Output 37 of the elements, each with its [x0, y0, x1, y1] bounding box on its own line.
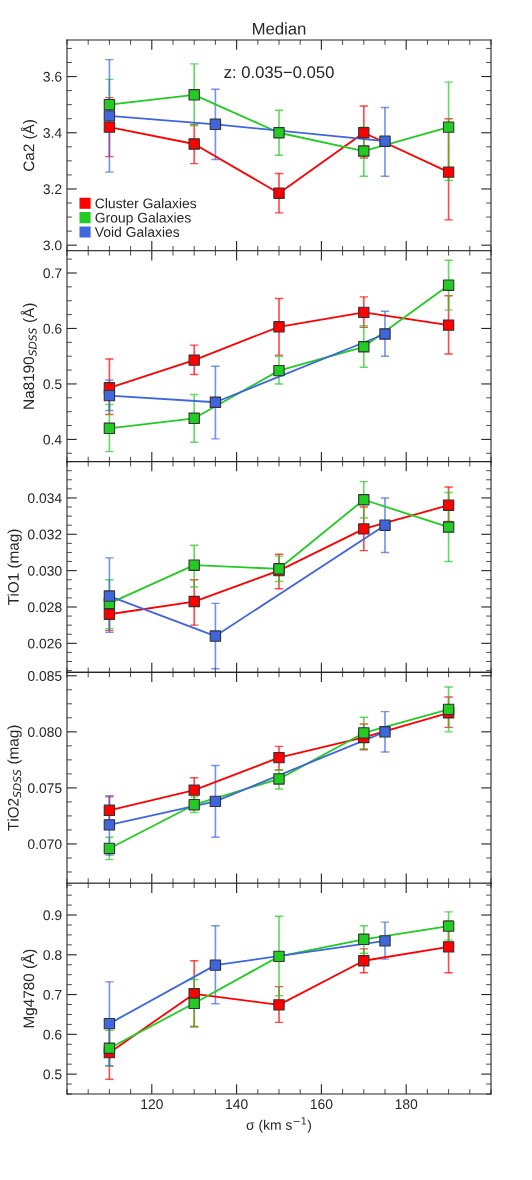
- y-axis-title: Ca2 (Å): [20, 120, 38, 171]
- x-tick-label: 140: [226, 1099, 248, 1110]
- y-tick-label: 0.034: [27, 493, 62, 504]
- legend-label: Void Galaxies: [94, 226, 180, 237]
- y-tick-label: 0.070: [27, 839, 62, 850]
- y-tick-label: 0.6: [43, 323, 62, 334]
- y-tick-label: 0.032: [27, 529, 62, 540]
- y-tick-label: 0.080: [27, 727, 62, 737]
- y-tick-label: 0.030: [27, 565, 62, 576]
- y-tick-label: 0.5: [43, 379, 62, 390]
- y-tick-label: 0.085: [27, 671, 62, 681]
- chart-title: Median: [253, 22, 306, 35]
- y-tick-label: 0.7: [43, 989, 62, 1000]
- y-tick-label: 0.026: [27, 638, 62, 649]
- x-tick-label: 120: [141, 1099, 163, 1110]
- x-axis-title: σ (km s$^{−1}$): [246, 1117, 311, 1133]
- y-tick-label: 0.9: [43, 910, 62, 921]
- y-tick-label: 0.4: [43, 434, 62, 445]
- y-tick-label: 0.6: [43, 1029, 62, 1040]
- y-tick-label: 3.4: [43, 128, 62, 138]
- y-axis-title: Mg4780 (Å): [20, 949, 38, 1028]
- legend-label: Cluster Galaxies: [95, 198, 197, 209]
- legend-label: Group Galaxies: [95, 212, 191, 226]
- x-tick-label: 180: [395, 1099, 418, 1110]
- y-tick-label: 0.075: [27, 783, 62, 794]
- y-axis-title: TiO2$_{SDSS}$ (mag): [7, 725, 22, 831]
- annotation: z: 0.035−0.050: [224, 66, 334, 79]
- y-tick-label: 0.8: [43, 950, 62, 960]
- x-tick-label: 160: [310, 1099, 333, 1110]
- y-tick-label: 3.6: [43, 71, 62, 82]
- y-tick-label: 0.5: [43, 1069, 62, 1080]
- y-tick-label: 3.2: [43, 184, 62, 195]
- y-tick-label: 3.0: [43, 240, 62, 251]
- y-tick-label: 0.028: [27, 602, 62, 613]
- y-axis-title: Na8190$_{SDSS}$ (Å): [20, 303, 38, 409]
- y-tick-label: 0.7: [43, 268, 62, 279]
- y-axis-title: TiO1 (mag): [7, 529, 22, 605]
